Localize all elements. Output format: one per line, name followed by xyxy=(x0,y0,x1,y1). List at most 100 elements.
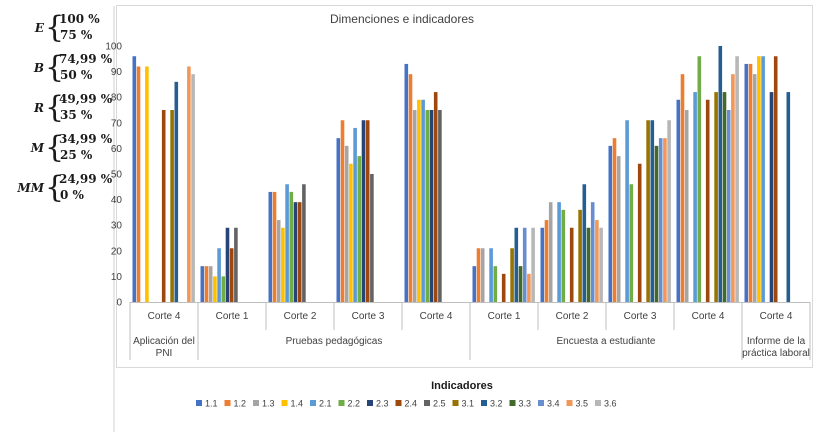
bar-3.2-7 xyxy=(582,184,587,302)
chart-border xyxy=(116,5,813,368)
bar-1.3-4 xyxy=(344,145,349,302)
legend-item-2.4: 2.4 xyxy=(395,399,417,409)
brace-icon: { xyxy=(45,50,64,85)
y-tick-label: 40 xyxy=(111,195,123,206)
bar-3.4-6 xyxy=(522,227,527,302)
bar-1.2-3 xyxy=(272,191,277,302)
y-tick-label: 100 xyxy=(105,42,122,53)
bar-2.3-4 xyxy=(361,120,366,303)
bar-1.2-1 xyxy=(136,66,141,302)
bar-3.3-9 xyxy=(722,92,727,302)
scale-upper: 24,99 % xyxy=(59,172,113,186)
scale-lower: 0 % xyxy=(60,188,85,202)
category-label: Corte 1 xyxy=(488,311,521,322)
bar-2.1-6 xyxy=(489,248,493,302)
legend-swatch xyxy=(595,400,601,406)
bar-2.1-3 xyxy=(285,184,289,302)
bar-3.6-1 xyxy=(191,74,195,302)
y-tick-label: 70 xyxy=(111,118,123,129)
scale-lower: 25 % xyxy=(60,148,93,162)
bar-1.1-10 xyxy=(744,63,749,302)
bar-1.4-3 xyxy=(281,227,285,302)
category-label: Corte 4 xyxy=(692,311,725,322)
bar-3.5-6 xyxy=(527,273,531,302)
bar-1.2-9 xyxy=(680,74,685,302)
legend-item-2.1: 2.1 xyxy=(310,399,332,409)
legend-item-3.5: 3.5 xyxy=(566,399,589,409)
bar-3.1-6 xyxy=(510,248,514,302)
scale-row-e: E {100 % 75 % xyxy=(34,10,100,45)
bar-2.3-3 xyxy=(293,202,298,302)
y-tick-label: 60 xyxy=(111,144,123,155)
brace-icon: { xyxy=(45,90,64,125)
bar-1.1-5 xyxy=(404,63,409,302)
bar-2.4-7 xyxy=(569,227,574,302)
legend-label: 1.3 xyxy=(262,399,275,409)
scale-lower: 75 % xyxy=(60,28,93,42)
legend-label: 1.1 xyxy=(205,399,218,409)
category-label: Corte 4 xyxy=(760,311,793,322)
bar-2.3-10 xyxy=(769,92,774,302)
bar-2.2-3 xyxy=(289,191,294,302)
bar-2.2-4 xyxy=(357,156,362,302)
y-tick-label: 0 xyxy=(116,298,122,309)
bar-1.1-6 xyxy=(472,266,477,302)
group-label: Pruebas pedagógicas xyxy=(286,336,383,347)
bar-3.3-6 xyxy=(518,266,523,302)
legend-item-1.3: 1.3 xyxy=(253,399,275,409)
bar-3.2-10 xyxy=(786,92,791,302)
bar-2.1-2 xyxy=(217,248,221,302)
legend-swatch xyxy=(253,400,259,406)
bar-3.1-7 xyxy=(578,209,582,302)
bar-1.1-8 xyxy=(608,145,613,302)
legend-swatch xyxy=(310,400,316,406)
bar-2.1-4 xyxy=(353,127,357,302)
bar-3.5-9 xyxy=(731,74,735,302)
scale-upper: 49,99 % xyxy=(59,92,113,106)
bar-3.4-7 xyxy=(590,202,595,302)
category-label: Corte 4 xyxy=(148,311,181,322)
bar-1.3-7 xyxy=(548,202,553,302)
legend-label: 3.3 xyxy=(519,399,532,409)
bar-3.2-6 xyxy=(514,227,519,302)
legend-label: 3.5 xyxy=(576,399,589,409)
bar-2.5-4 xyxy=(370,174,374,302)
bar-3.4-9 xyxy=(726,110,731,302)
legend-item-3.1: 3.1 xyxy=(452,399,474,409)
bar-2.4-8 xyxy=(637,163,642,302)
bar-1.2-4 xyxy=(340,120,345,303)
bar-2.4-2 xyxy=(229,248,234,302)
bar-1.3-3 xyxy=(276,220,281,302)
bar-2.5-3 xyxy=(302,184,306,302)
bar-1.3-8 xyxy=(616,156,621,302)
bar-2.3-5 xyxy=(429,110,434,302)
y-tick-label: 80 xyxy=(111,93,123,104)
group-label: Informe de la práctica laboral xyxy=(742,336,810,359)
category-label: Corte 2 xyxy=(556,311,589,322)
legend-swatch xyxy=(224,400,231,406)
brace-icon: { xyxy=(45,170,64,205)
scale-row-r: R {49,99 % 35 % xyxy=(33,90,113,125)
bar-1.1-7 xyxy=(540,227,545,302)
bar-3.3-7 xyxy=(586,227,591,302)
bar-3.1-1 xyxy=(170,110,174,302)
bar-1.1-4 xyxy=(336,138,341,302)
scale-row-m: M {34,99 % 25 % xyxy=(30,130,113,165)
category-label: Corte 3 xyxy=(624,311,657,322)
bar-1.2-5 xyxy=(408,74,413,302)
bar-2.5-5 xyxy=(438,110,442,302)
legend-label: 3.4 xyxy=(547,399,560,409)
bar-3.5-1 xyxy=(187,66,191,302)
bar-3.6-9 xyxy=(735,56,739,302)
bar-1.1-1 xyxy=(132,56,137,302)
legend-label: 1.4 xyxy=(291,399,304,409)
bar-2.2-8 xyxy=(629,184,634,302)
legend-title: Indicadores xyxy=(431,380,493,392)
bar-2.1-10 xyxy=(761,56,765,302)
bar-1.2-6 xyxy=(476,248,481,302)
bar-1.4-5 xyxy=(417,99,421,302)
bar-2.1-9 xyxy=(693,92,697,302)
bar-1.4-1 xyxy=(145,66,149,302)
legend-swatch xyxy=(338,400,345,406)
